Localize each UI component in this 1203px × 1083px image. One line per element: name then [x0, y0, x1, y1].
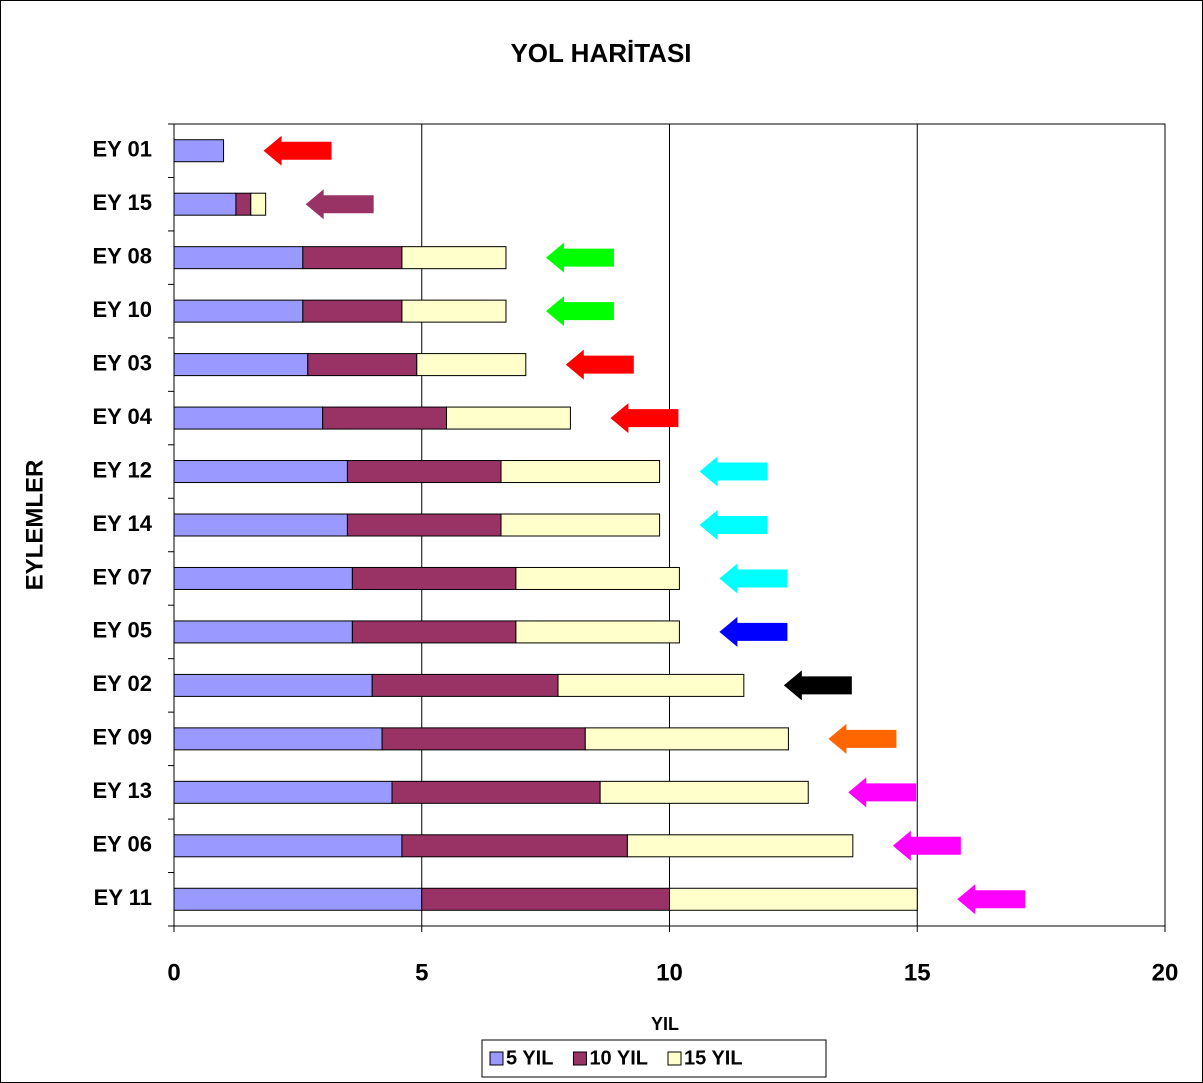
bar-segment: [421, 887, 670, 911]
y-tick-label: EY 13: [92, 778, 152, 803]
x-tick-label: 5: [415, 959, 428, 986]
bar-segment: [371, 673, 559, 697]
bar-segment: [235, 192, 252, 216]
y-tick-label: EY 10: [92, 297, 152, 322]
bar-segment: [173, 139, 225, 163]
bar-segment: [173, 620, 353, 644]
arrow: [610, 403, 679, 434]
bar-segment: [173, 727, 383, 751]
bar-segment: [250, 192, 267, 216]
y-tick-label: EY 03: [92, 350, 152, 375]
bar-segment: [557, 673, 745, 697]
legend-box: [481, 1039, 827, 1078]
arrow: [719, 563, 788, 594]
arrow: [892, 830, 961, 861]
x-tick-label: 0: [167, 959, 180, 986]
bar-segment: [307, 353, 418, 377]
bar-segment: [173, 246, 304, 270]
y-tick-label: EY 08: [92, 243, 152, 268]
bar-segment: [173, 887, 423, 911]
y-tick-label: EY 14: [92, 511, 152, 536]
bar-segment: [173, 673, 373, 697]
bar-segment: [401, 834, 628, 858]
y-axis-label: EYLEMLER: [21, 460, 48, 591]
legend-swatch: [489, 1051, 504, 1066]
y-tick-label: EY 04: [92, 404, 152, 429]
y-tick-label: EY 09: [92, 725, 152, 750]
bar-segment: [346, 513, 502, 537]
arrow: [848, 777, 917, 808]
bar-segment: [173, 192, 237, 216]
arrow: [699, 456, 768, 487]
arrow: [957, 884, 1026, 915]
arrow: [719, 616, 788, 647]
bar-segment: [381, 727, 586, 751]
bar-segment: [173, 299, 304, 323]
arrow: [305, 189, 374, 220]
y-tick-label: EY 15: [92, 190, 152, 215]
bar-segment: [173, 513, 348, 537]
y-tick-label: EY 07: [92, 564, 152, 589]
arrow: [699, 510, 768, 540]
bar-segment: [599, 780, 809, 804]
bar-segment: [302, 299, 403, 323]
bar-segment: [302, 246, 403, 270]
y-tick-label: EY 02: [92, 671, 152, 696]
arrow: [783, 670, 852, 701]
y-tick-label: EY 01: [92, 137, 152, 162]
arrow: [565, 349, 634, 380]
bar-segment: [446, 406, 571, 430]
legend-label: 5 YIL: [506, 1047, 553, 1069]
bar-segment: [401, 299, 507, 323]
legend-label: 15 YIL: [684, 1047, 743, 1069]
bar-segment: [173, 353, 309, 377]
arrow: [545, 242, 614, 273]
bar-segment: [173, 780, 393, 804]
y-tick-label: EY 12: [92, 457, 152, 482]
arrow: [263, 135, 332, 166]
bar-segment: [515, 566, 680, 590]
bar-segment: [416, 353, 527, 377]
legend-swatch: [572, 1051, 587, 1066]
x-axis-label: YIL: [651, 1014, 679, 1034]
legend-label: 10 YIL: [589, 1047, 648, 1069]
arrow: [828, 723, 897, 754]
legend: 5 YIL 10 YIL 15 YIL: [481, 1039, 827, 1078]
arrow: [545, 296, 614, 327]
bar-segment: [584, 727, 789, 751]
bar-segment: [322, 406, 448, 430]
x-tick-label: 15: [904, 959, 931, 986]
bar-segment: [391, 780, 601, 804]
bar-segment: [401, 246, 507, 270]
bar-segment: [346, 460, 502, 484]
y-tick-label: EY 11: [94, 885, 152, 910]
bar-segment: [351, 620, 517, 644]
chart-title: YOL HARİTASI: [510, 38, 691, 68]
legend-swatch: [667, 1051, 682, 1066]
bar-segment: [626, 834, 854, 858]
bar-segment: [173, 566, 353, 590]
bar-segment: [173, 406, 324, 430]
bar-segment: [173, 460, 348, 484]
bar-segment: [351, 566, 517, 590]
y-tick-label: EY 05: [92, 618, 152, 643]
x-tick-label: 10: [656, 959, 683, 986]
x-tick-label: 20: [1152, 959, 1179, 986]
bar-segment: [500, 513, 661, 537]
bar-segment: [669, 887, 918, 911]
bar-segment: [173, 834, 403, 858]
bar-segment: [500, 460, 661, 484]
y-tick-label: EY 06: [92, 832, 152, 857]
bar-segment: [515, 620, 680, 644]
